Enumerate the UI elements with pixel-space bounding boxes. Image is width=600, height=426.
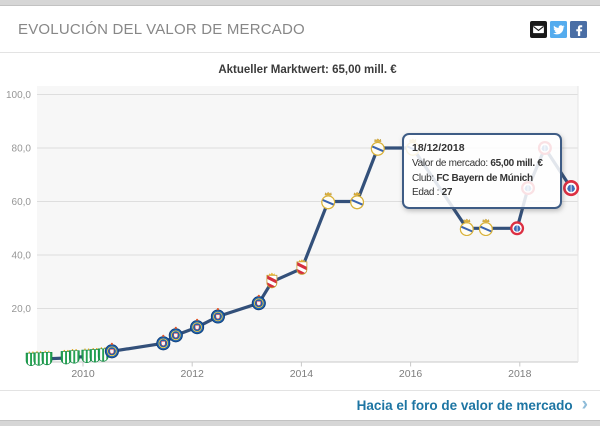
x-axis-label: 2014 (290, 368, 314, 380)
y-axis-label: 40,0 (12, 251, 32, 262)
forum-link-label: Hacia el foro de valor de mercado (356, 398, 573, 413)
email-icon (530, 20, 547, 38)
share-facebook-button[interactable] (570, 20, 587, 38)
crest-monaco-icon[interactable] (266, 272, 278, 291)
crest-porto-icon[interactable] (251, 294, 266, 311)
tooltip-date: 18/12/2018 (412, 142, 465, 154)
crest-bayern-icon[interactable] (563, 180, 580, 197)
facebook-icon (570, 20, 587, 38)
twitter-icon (550, 20, 567, 38)
y-axis-label: 20,0 (12, 304, 32, 315)
widget-title: EVOLUCIÓN DEL VALOR DE MERCADO (18, 20, 305, 38)
tooltip-club-row: Club: FC Bayern de Múnich (412, 172, 533, 184)
tooltip-market-value-row: Valor de mercado: 65,00 mill. € (412, 158, 543, 170)
x-axis-label: 2018 (508, 368, 532, 380)
y-axis-label: 100,0 (6, 90, 31, 101)
crest-porto-icon[interactable] (156, 334, 171, 351)
widget-header: EVOLUCIÓN DEL VALOR DE MERCADO (0, 6, 600, 53)
crest-monaco-icon[interactable] (296, 259, 308, 277)
crest-porto-icon[interactable] (210, 308, 225, 324)
widget-footer: Hacia el foro de valor de mercado › (0, 390, 600, 420)
crest-real-madrid-icon[interactable] (370, 138, 385, 156)
forum-link[interactable]: Hacia el foro de valor de mercado › (356, 394, 588, 415)
share-twitter-button[interactable] (550, 20, 567, 38)
crest-banfield-icon[interactable] (68, 349, 80, 365)
current-market-value-label: Aktueller Marktwert: 65,00 mill. € (218, 64, 397, 76)
y-axis-label: 80,0 (12, 144, 32, 155)
x-axis-label: 2012 (181, 368, 205, 380)
crest-real-madrid-icon[interactable] (459, 218, 474, 237)
x-axis-label: 2016 (399, 368, 423, 380)
market-value-chart: 100,0 80,0 60,0 40,0 20,0 2010 2012 2014 2016 201… (6, 86, 580, 380)
crest-banfield-icon[interactable] (41, 350, 53, 367)
y-axis-label: 60,0 (12, 197, 32, 208)
chart-region: Aktueller Marktwert: 65,00 mill. € 100,0… (0, 53, 600, 390)
crest-porto-icon[interactable] (168, 326, 183, 343)
chevron-right-icon: › (581, 394, 588, 415)
x-axis-label: 2010 (71, 368, 95, 380)
crest-real-madrid-icon[interactable] (350, 191, 365, 210)
share-buttons (530, 20, 587, 38)
share-email-button[interactable] (530, 20, 547, 38)
crest-real-madrid-icon[interactable] (478, 218, 493, 237)
crest-porto-icon[interactable] (104, 342, 119, 359)
plot-area (37, 86, 578, 362)
crest-real-madrid-icon[interactable] (321, 191, 336, 210)
market-value-tooltip: 18/12/2018 Valor de mercado: 65,00 mill.… (402, 133, 562, 209)
market-value-widget: EVOLUCIÓN DEL VALOR DE MERCADO (0, 5, 600, 421)
crest-bayern-icon[interactable] (510, 221, 525, 236)
crest-porto-icon[interactable] (190, 318, 205, 335)
tooltip-age-row: Edad : 27 (412, 187, 453, 199)
